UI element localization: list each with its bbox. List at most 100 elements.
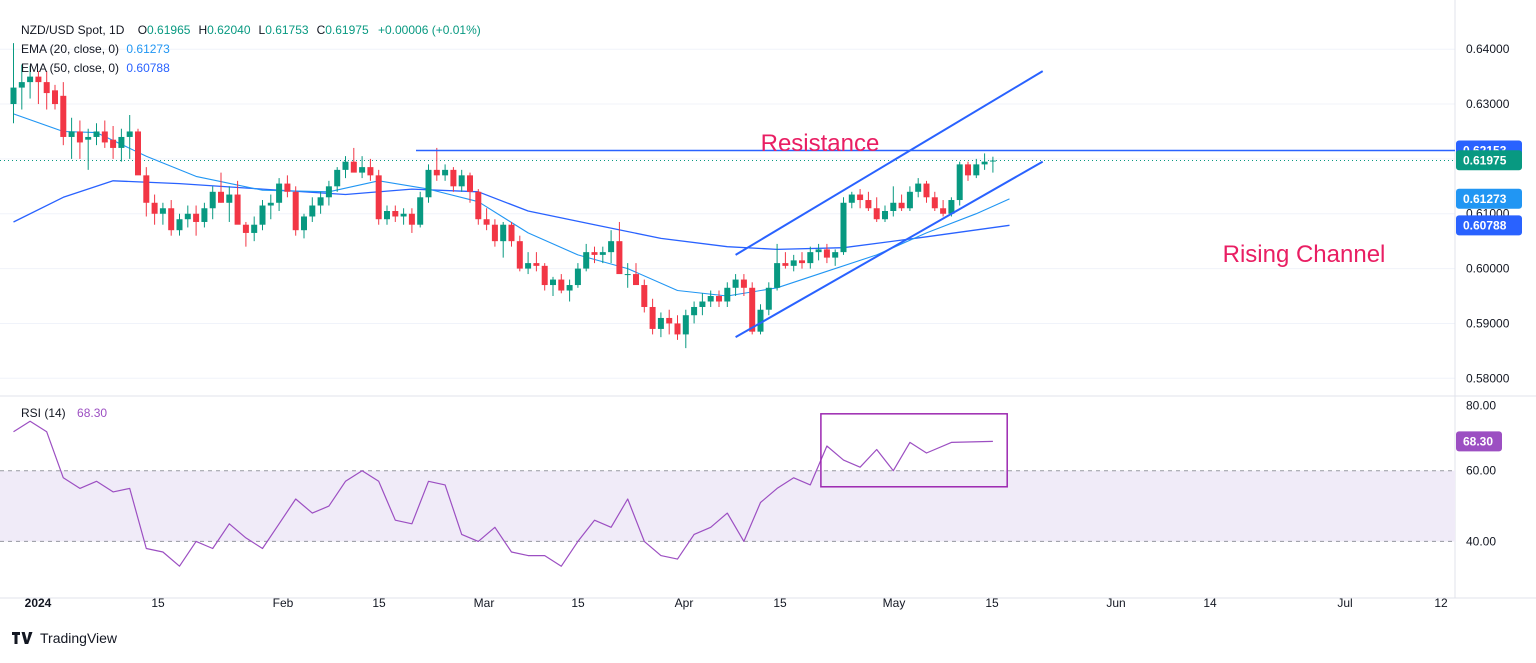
candle <box>392 205 399 222</box>
price-tick-label: 0.58000 <box>1466 371 1510 385</box>
rsi-tick-label: 60.00 <box>1466 464 1496 478</box>
candle <box>765 282 772 316</box>
candle-body <box>143 175 150 203</box>
ohlc-o: O0.61965 <box>137 23 191 37</box>
rsi-legend[interactable]: RSI (14) 68.30 <box>21 406 107 420</box>
candle <box>176 213 183 236</box>
candle-body <box>500 224 507 242</box>
candle-body <box>574 268 581 286</box>
candle-body <box>375 175 382 220</box>
candle-body <box>475 191 482 220</box>
price-badge-bg <box>1456 150 1522 171</box>
candle-body <box>591 252 598 255</box>
candle-body <box>43 82 50 94</box>
candle <box>674 315 681 340</box>
candle <box>633 263 639 286</box>
candle-body <box>367 167 374 176</box>
candle <box>317 191 324 214</box>
candle-body <box>807 252 814 264</box>
candle <box>68 117 75 159</box>
candle <box>898 194 905 211</box>
ohlc-c: C0.61975 <box>316 23 369 37</box>
candle <box>840 197 847 255</box>
candle-body <box>68 131 75 137</box>
rsi-value-badge <box>1456 431 1502 452</box>
symbol-title[interactable]: NZD/USD Spot, 1D <box>21 23 125 37</box>
candle-body <box>707 296 714 302</box>
candle <box>558 274 565 294</box>
candle-body <box>906 191 913 209</box>
time-tick-label: Apr <box>675 596 694 610</box>
candle <box>442 164 449 181</box>
channel-upper-line <box>735 70 1044 256</box>
candle-body <box>965 164 971 176</box>
rsi-highlight-box <box>820 413 1008 488</box>
candle-body <box>989 160 996 162</box>
ohlc-values: O0.61965 H0.62040 L0.61753 C0.61975 <box>128 23 369 37</box>
price-badge-text: 0.60788 <box>1463 218 1507 232</box>
candle <box>790 254 797 272</box>
candle-body <box>234 194 241 225</box>
candle-body <box>973 164 980 176</box>
ema20-value: 0.61273 <box>126 42 170 56</box>
price-badge: 0.61975 <box>1456 150 1522 171</box>
candle <box>541 263 548 291</box>
candle-body <box>541 265 548 286</box>
candle-body <box>301 216 307 231</box>
ema20-legend[interactable]: EMA (20, close, 0) 0.61273 <box>21 42 170 56</box>
candle <box>209 186 216 220</box>
candle-body <box>168 208 175 231</box>
candle <box>973 158 980 179</box>
candle <box>118 128 125 162</box>
candle <box>657 312 664 338</box>
candle <box>740 274 747 297</box>
candle-body <box>392 211 399 217</box>
price-badge-text: 0.61273 <box>1463 192 1507 206</box>
candle-body <box>550 279 556 286</box>
candle-body <box>101 131 108 143</box>
time-tick-label: 15 <box>773 596 787 610</box>
candle <box>923 180 930 203</box>
ema50-legend[interactable]: EMA (50, close, 0) 0.60788 <box>21 61 170 75</box>
candle-body <box>52 90 58 105</box>
candle <box>384 205 390 225</box>
candle-body <box>242 224 249 233</box>
candle <box>359 156 366 179</box>
candle <box>691 301 698 324</box>
candle-body <box>848 194 855 203</box>
candle <box>890 186 897 217</box>
candle-body <box>342 161 349 170</box>
candle-body <box>682 315 689 335</box>
candle <box>616 221 623 275</box>
candle-body <box>882 211 888 220</box>
candle-body <box>408 213 415 225</box>
candle-body <box>765 287 772 310</box>
candle-body <box>60 95 67 137</box>
tradingview-logo[interactable]: TradingView <box>12 630 117 646</box>
candle-body <box>491 224 498 242</box>
candle-body <box>450 169 457 187</box>
candle <box>525 252 532 275</box>
candle <box>516 235 523 272</box>
candle-body <box>757 309 764 332</box>
candle <box>242 221 249 247</box>
candle-body <box>508 224 515 242</box>
rsi-band <box>0 470 1455 542</box>
candle-body <box>176 219 183 231</box>
candle <box>832 249 839 266</box>
candle <box>915 178 922 198</box>
candle-body <box>724 287 731 302</box>
candle-body <box>657 317 664 329</box>
candle-body <box>334 169 341 187</box>
candles <box>10 43 996 349</box>
price-badge: 0.61273 <box>1456 188 1522 209</box>
channel-lower-line <box>735 160 1044 339</box>
candle-body <box>674 323 681 335</box>
candle <box>483 208 490 231</box>
candle <box>757 304 764 335</box>
candle-body <box>317 197 324 206</box>
candle <box>591 246 598 264</box>
candle <box>76 120 83 159</box>
candle <box>550 276 556 297</box>
